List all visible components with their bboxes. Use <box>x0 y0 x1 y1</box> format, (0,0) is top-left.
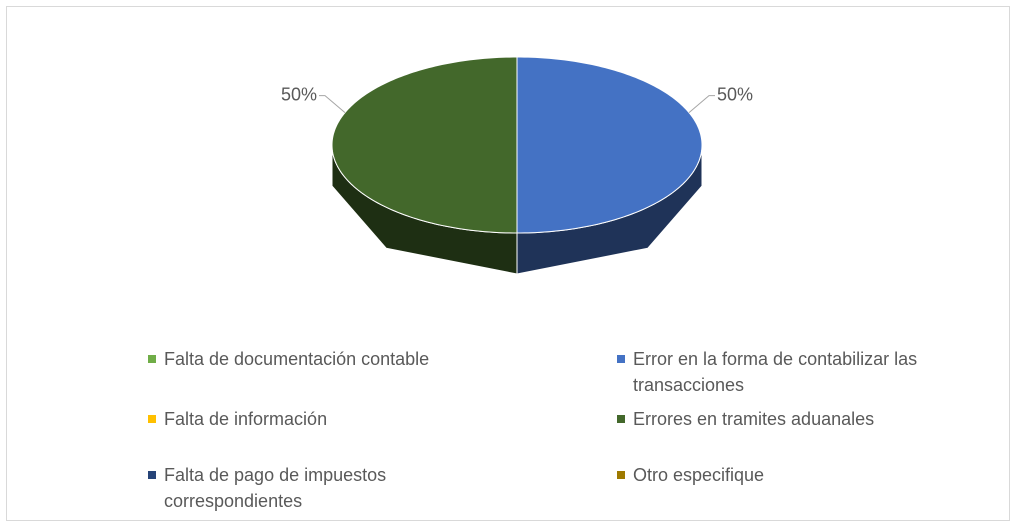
legend-label: Errores en tramites aduanales <box>633 409 875 429</box>
slice <box>331 56 518 275</box>
legend-label: Otro especifique <box>633 465 765 485</box>
legend-swatch <box>148 415 156 423</box>
legend-entry: Falta de documentación contable <box>148 346 478 372</box>
legend-entry: Error en la forma de contabilizar las tr… <box>617 346 947 398</box>
legend-swatch <box>617 355 625 363</box>
legend-entry: Falta de pago de impuestos correspondien… <box>148 462 478 514</box>
legend-entry: Errores en tramites aduanales <box>617 406 947 432</box>
legend-swatch <box>148 471 156 479</box>
legend-entry: Otro especifique <box>617 462 947 488</box>
legend-swatch <box>148 355 156 363</box>
slice-top <box>516 56 703 234</box>
legend-label: Falta de pago de impuestos correspondien… <box>164 465 387 511</box>
legend-label: Falta de información <box>164 409 328 429</box>
slice <box>516 56 703 275</box>
data-label: 50% <box>281 84 317 104</box>
chart-border <box>6 6 1010 521</box>
data-label: 50% <box>717 84 753 104</box>
leader-line <box>318 95 346 113</box>
slice-top <box>331 56 518 234</box>
legend-label: Error en la forma de contabilizar las tr… <box>633 349 918 395</box>
legend-swatch <box>617 471 625 479</box>
legend-entry: Falta de información <box>148 406 478 432</box>
leader-line <box>688 95 716 113</box>
legend-swatch <box>617 415 625 423</box>
legend-label: Falta de documentación contable <box>164 349 430 369</box>
